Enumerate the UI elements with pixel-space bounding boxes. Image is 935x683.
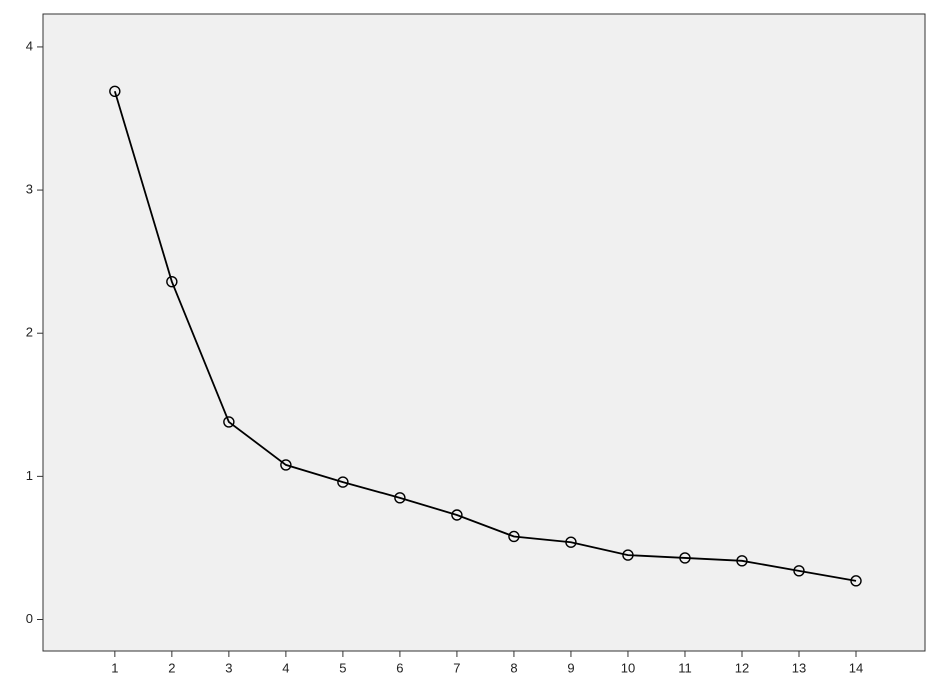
plot-area — [42, 13, 926, 652]
y-tick-label: 0 — [26, 611, 33, 626]
marker — [736, 555, 748, 567]
x-tick-label: 6 — [396, 660, 403, 675]
x-tick-label: 12 — [735, 660, 749, 675]
marker — [337, 476, 349, 488]
marker — [394, 492, 406, 504]
x-tick-label: 2 — [168, 660, 175, 675]
x-tick-label: 1 — [111, 660, 118, 675]
x-tick-label: 3 — [225, 660, 232, 675]
marker — [451, 509, 463, 521]
marker — [793, 565, 805, 577]
x-tick-label: 11 — [678, 660, 692, 675]
marker — [622, 549, 634, 561]
marker — [280, 459, 292, 471]
x-tick-label: 9 — [567, 660, 574, 675]
y-tick-label: 2 — [26, 325, 33, 340]
marker — [109, 85, 121, 97]
marker — [850, 575, 862, 587]
y-tick-label: 1 — [26, 468, 33, 483]
x-tick-label: 14 — [849, 660, 863, 675]
marker — [223, 416, 235, 428]
marker — [508, 530, 520, 543]
marker — [166, 275, 178, 288]
marker — [679, 552, 691, 564]
x-tick-label: 10 — [621, 660, 635, 675]
y-tick-label: 3 — [26, 182, 33, 197]
marker — [565, 536, 577, 548]
x-tick-label: 13 — [792, 660, 806, 675]
line — [113, 91, 857, 582]
x-tick-label: 4 — [282, 660, 289, 675]
x-tick-label: 8 — [510, 660, 517, 675]
x-tick-label: 5 — [339, 660, 346, 675]
x-tick-label: 7 — [453, 660, 460, 675]
y-tick-label: 4 — [26, 38, 33, 53]
